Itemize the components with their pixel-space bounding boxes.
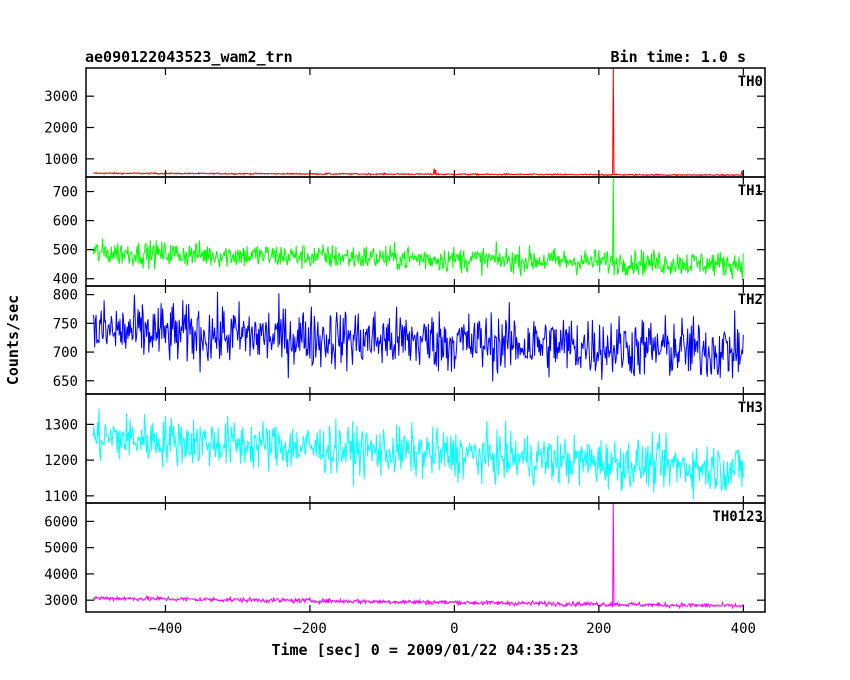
panel-frame-th0123 bbox=[85, 502, 766, 613]
y-tick-label: 1000 bbox=[44, 152, 78, 168]
y-tick-label: 5000 bbox=[44, 541, 78, 557]
panel-frame-th3 bbox=[85, 393, 766, 504]
series-line-th2 bbox=[92, 291, 744, 382]
series-line-th0123 bbox=[92, 502, 744, 610]
bin-time-label: Bin time: 1.0 s bbox=[611, 48, 746, 66]
y-tick-label: 2000 bbox=[44, 121, 78, 137]
panel-name-th0123: TH0123 bbox=[712, 509, 763, 525]
y-tick-label: 700 bbox=[53, 185, 78, 201]
y-axis-label: Counts/sec bbox=[4, 295, 22, 385]
panels-group: 1000 2000 3000 TH0 400 500 600 700 TH1 650 700 750 8… bbox=[44, 67, 766, 613]
y-tick-label: 400 bbox=[53, 272, 78, 288]
panel-th2: 650 700 750 800 TH2 bbox=[53, 285, 766, 395]
x-tick-label: 200 bbox=[586, 621, 611, 637]
panel-name-th3: TH3 bbox=[738, 400, 763, 416]
y-tick-label: 4000 bbox=[44, 567, 78, 583]
x-tick-label: 400 bbox=[731, 621, 756, 637]
panel-th1: 400 500 600 700 TH1 bbox=[53, 176, 766, 288]
y-tick-label: 650 bbox=[53, 374, 78, 390]
chart-title: ae090122043523_wam2_trn bbox=[85, 48, 293, 66]
y-tick-label: 3000 bbox=[44, 89, 78, 105]
y-tick-label: 1300 bbox=[44, 417, 78, 433]
y-tick-label: 3000 bbox=[44, 593, 78, 609]
panel-name-th1: TH1 bbox=[738, 183, 763, 199]
series-line-th1 bbox=[92, 176, 744, 280]
x-tick-label: 0 bbox=[450, 621, 458, 637]
y-tick-label: 600 bbox=[53, 214, 78, 230]
x-axis-label: Time [sec] 0 = 2009/01/22 04:35:23 bbox=[271, 641, 578, 659]
panel-frame-th0 bbox=[85, 67, 766, 178]
x-tick-label: −400 bbox=[149, 621, 183, 637]
y-tick-label: 1100 bbox=[44, 489, 78, 505]
y-tick-label: 700 bbox=[53, 345, 78, 361]
y-tick-label: 750 bbox=[53, 316, 78, 332]
series-line-th0 bbox=[93, 67, 744, 177]
series-line-th3 bbox=[92, 408, 744, 500]
x-tick-label: −200 bbox=[293, 621, 327, 637]
panel-th0123: 3000 4000 5000 6000 TH0123 bbox=[44, 502, 766, 613]
panel-th3: 1100 1200 1300 TH3 bbox=[44, 393, 766, 505]
panel-name-th0: TH0 bbox=[738, 74, 763, 90]
panel-name-th2: TH2 bbox=[738, 292, 763, 308]
y-tick-label: 1200 bbox=[44, 453, 78, 469]
x-axis: −400 −200 0 200 400 bbox=[149, 621, 756, 637]
y-tick-label: 800 bbox=[53, 288, 78, 304]
y-tick-label: 500 bbox=[53, 243, 78, 259]
panel-th0: 1000 2000 3000 TH0 bbox=[44, 67, 766, 178]
y-tick-label: 6000 bbox=[44, 514, 78, 530]
